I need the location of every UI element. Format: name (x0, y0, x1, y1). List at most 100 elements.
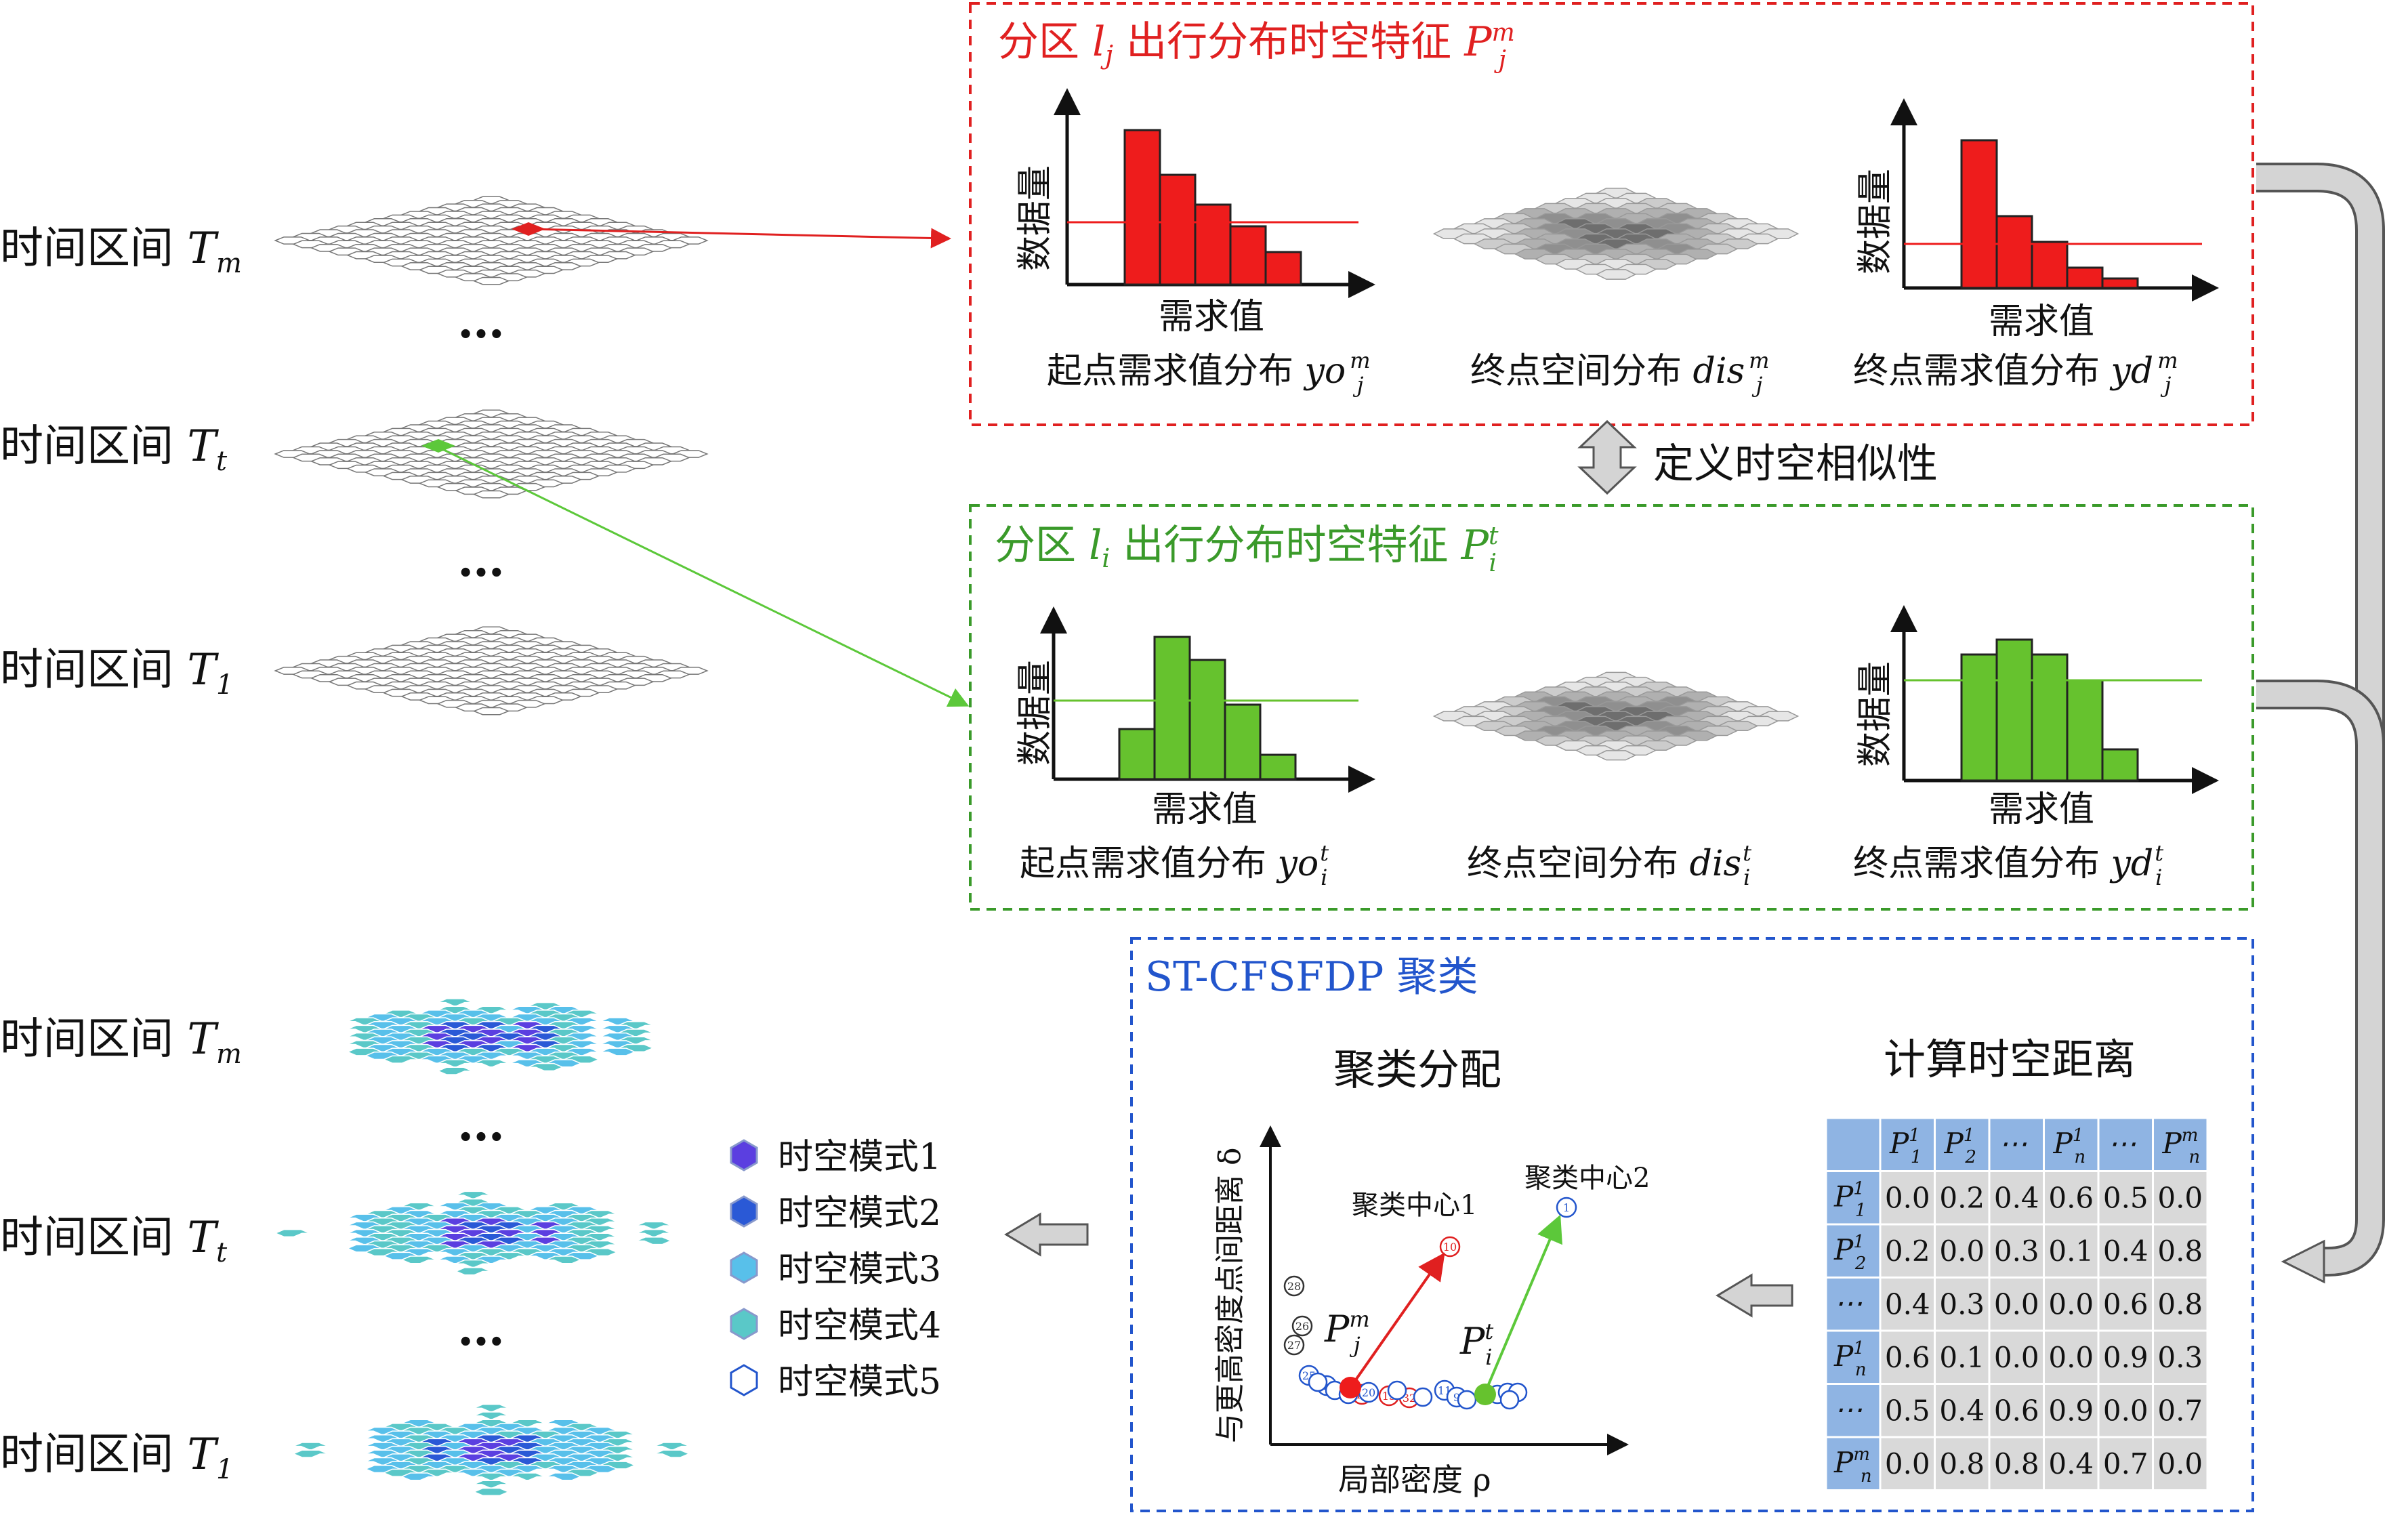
matrix-value: 0.0 (2103, 1394, 2148, 1428)
matrix-value: 0.4 (2048, 1447, 2094, 1480)
pattern-swatch-icon (730, 1364, 758, 1396)
left-bottom-intervals: 时间区间 Tm … 时间区间 Tt … 时间区间 T1 (0, 991, 709, 1496)
histogram-ylabel: 数据量 (1855, 661, 1896, 767)
matrix-value: 0.0 (1994, 1341, 2039, 1374)
point-label: 9 (1453, 1391, 1460, 1404)
matrix-cell (1879, 1383, 1936, 1438)
center2-label: 聚类中心2 (1524, 1163, 1650, 1194)
cluster-point (1499, 1390, 1520, 1410)
ellipsis: … (457, 1096, 505, 1152)
point-label: 10 (1443, 1241, 1457, 1253)
similarity-connector: 定义时空相似性 (1577, 419, 1938, 495)
matrix-col-header (1879, 1117, 1936, 1172)
point-label: 27 (1287, 1339, 1301, 1352)
green-caption-left: 起点需求值分布 yot i (1020, 840, 1329, 890)
matrix-cell (2152, 1383, 2209, 1438)
matrix-header-label: P1 2 (1833, 1232, 1866, 1274)
cluster-point (1387, 1380, 1407, 1400)
hex-cell (1595, 750, 1637, 761)
arrow-left-icon (1004, 1212, 1089, 1257)
matrix-header-label: ⋯ (1999, 1127, 2027, 1160)
matrix-header-label: ⋯ (1834, 1393, 1863, 1426)
hex-grid-tt (274, 409, 709, 499)
decision-xlabel: 局部密度 ρ (1338, 1461, 1491, 1498)
matrix-corner (1825, 1117, 1882, 1172)
ellipsis: … (457, 531, 505, 587)
histogram-xlabel: 需求值 (1159, 297, 1264, 337)
green-caption-mid: 终点空间分布 dist i (1467, 840, 1751, 890)
histogram-bar (1229, 225, 1267, 286)
matrix-cell (1988, 1170, 2045, 1226)
right-connectors (2256, 163, 2385, 1284)
ellipsis: … (457, 1300, 505, 1356)
similarity-label: 定义时空相似性 (1653, 440, 1938, 488)
arrow-left-icon (1716, 1273, 1793, 1318)
histogram-bar (1159, 173, 1197, 286)
interval-label-t1: 时间区间 T1 (0, 645, 233, 701)
matrix-value: 0.5 (1885, 1394, 1930, 1428)
assign-title: 聚类分配 (1333, 1045, 1501, 1094)
matrix-value: 0.3 (2157, 1341, 2203, 1374)
matrix-value: 0.4 (1994, 1182, 2039, 1215)
point-pj (1340, 1377, 1361, 1398)
matrix-cell (2097, 1277, 2154, 1332)
matrix-value: 0.1 (2048, 1234, 2094, 1268)
matrix-value: 0.0 (1885, 1447, 1930, 1480)
histogram-ylabel: 数据量 (1015, 660, 1056, 766)
legend-label: 时空模式2 (778, 1193, 941, 1234)
cluster-panel-border (1130, 937, 2254, 1512)
matrix-value: 0.2 (1885, 1234, 1930, 1268)
center1-label: 聚类中心1 (1352, 1190, 1477, 1221)
histogram-bar (1188, 659, 1226, 781)
distance-title: 计算时空距离 (1884, 1035, 2136, 1084)
pj-label: Pm j (1324, 1306, 1370, 1358)
matrix-value: 0.0 (1939, 1234, 1985, 1268)
matrix-value: 0.0 (2048, 1341, 2094, 1374)
hex-grid-t1 (274, 626, 709, 715)
pattern-swatch-icon (730, 1251, 758, 1284)
matrix-col-header (2043, 1117, 2100, 1172)
matrix-cell (2097, 1436, 2154, 1491)
histogram-bar (2101, 277, 2139, 289)
hex-cell (1595, 269, 1637, 280)
green-panel-title: 分区 li 出行分布时空特征 Pt i (995, 522, 1499, 577)
matrix-cell (2097, 1223, 2154, 1279)
matrix-cell (1879, 1436, 1936, 1491)
matrix-cell (1934, 1223, 1991, 1279)
red-panel-title: 分区 lj 出行分布时空特征 Pm j (998, 18, 1515, 74)
matrix-cell (2152, 1329, 2209, 1385)
pattern-swatch-icon (730, 1139, 758, 1171)
matrix-header-label: ⋯ (1834, 1287, 1863, 1320)
matrix-cell (2043, 1383, 2100, 1438)
arrow-to-green-panel (438, 446, 970, 707)
cluster-panel-title: ST-CFSFDP 聚类 (1145, 953, 1478, 1001)
matrix-value: 0.9 (2048, 1394, 2094, 1428)
decision-ylabel: 与更高密度点间距离 δ (1213, 1148, 1247, 1443)
point-label: 1 (1563, 1201, 1570, 1214)
histogram-bar (2101, 748, 2139, 782)
interval-label-tm: 时间区间 Tm (0, 1014, 242, 1070)
histogram-ylabel: 数据量 (1855, 169, 1896, 274)
matrix-value: 0.6 (1885, 1341, 1930, 1374)
matrix-value: 0.7 (2157, 1394, 2203, 1428)
arrow-head-icon (2281, 1239, 2325, 1284)
matrix-row-header (1825, 1436, 1882, 1491)
legend-label: 时空模式3 (778, 1249, 941, 1290)
point-label: 20 (1362, 1386, 1375, 1399)
cluster-point (1556, 1197, 1577, 1218)
matrix-header-label: Pm n (2162, 1125, 2201, 1167)
matrix-cell (1879, 1223, 1936, 1279)
histogram-xlabel: 需求值 (1989, 789, 2094, 830)
left-top-intervals: 时间区间 Tm … 时间区间 Tt … 时间区间 T1 (0, 196, 970, 715)
pi-label: Pt i (1459, 1319, 1493, 1370)
hex-cell (472, 707, 510, 715)
matrix-value: 0.1 (1939, 1341, 1985, 1374)
histogram-bar (1123, 129, 1161, 286)
matrix-row-header (1825, 1277, 1882, 1332)
matrix-cell (1988, 1383, 2045, 1438)
matrix-cell (1934, 1383, 1991, 1438)
matrix-header-label: P1 2 (1944, 1125, 1976, 1167)
matrix-value: 0.6 (2048, 1182, 2094, 1215)
